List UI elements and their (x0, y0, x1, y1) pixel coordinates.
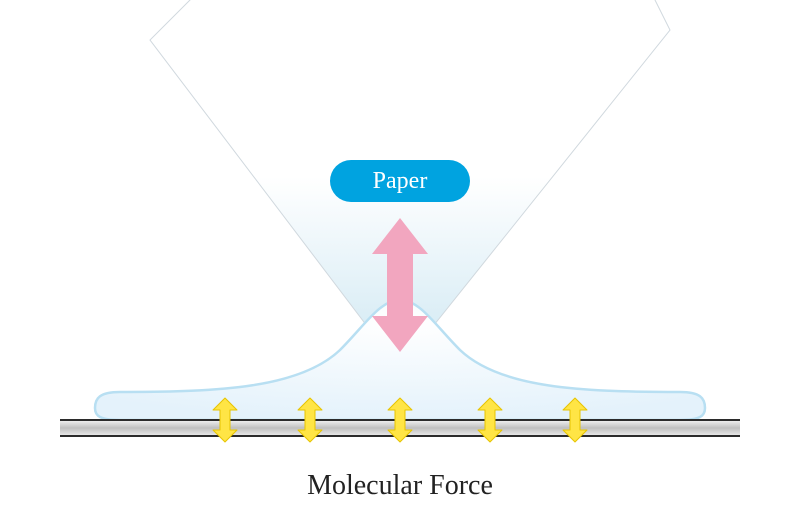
diagram-svg (0, 0, 800, 529)
caption-text: Molecular Force (0, 470, 800, 502)
paper-label-pill: Paper (330, 160, 470, 202)
paper-label-text: Paper (373, 168, 428, 195)
diagram-stage: Paper Molecular Force (0, 0, 800, 529)
